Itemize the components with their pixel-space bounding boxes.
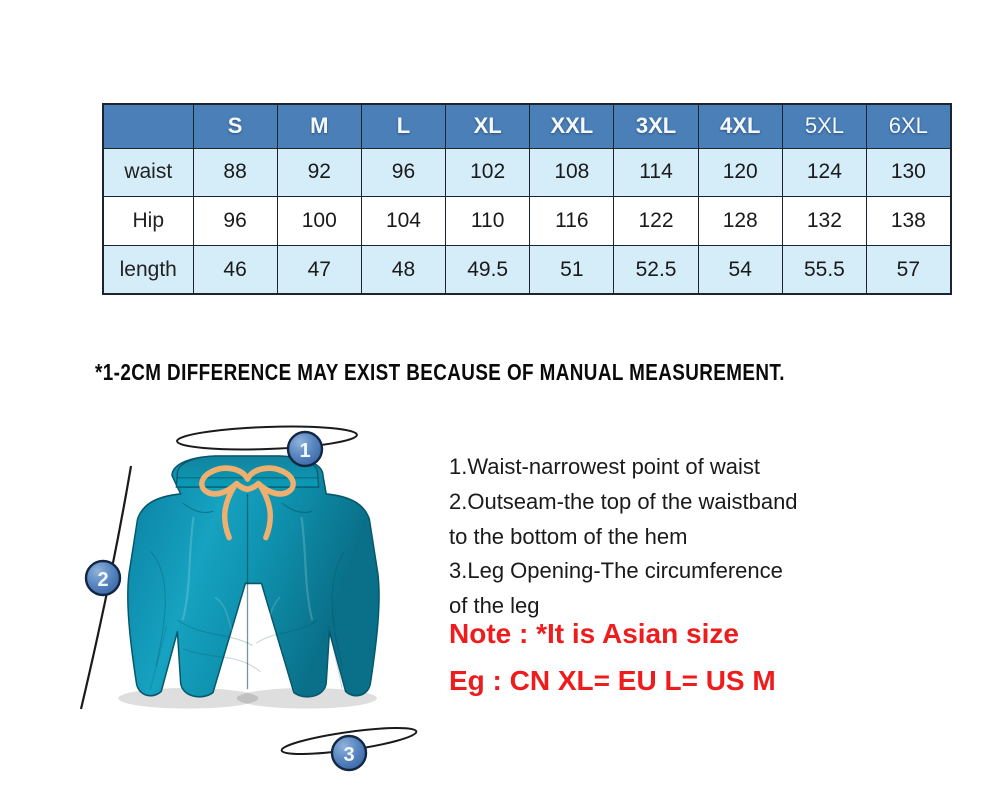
- svg-text:1: 1: [299, 440, 310, 462]
- svg-text:2: 2: [97, 569, 108, 591]
- svg-text:3: 3: [343, 744, 354, 766]
